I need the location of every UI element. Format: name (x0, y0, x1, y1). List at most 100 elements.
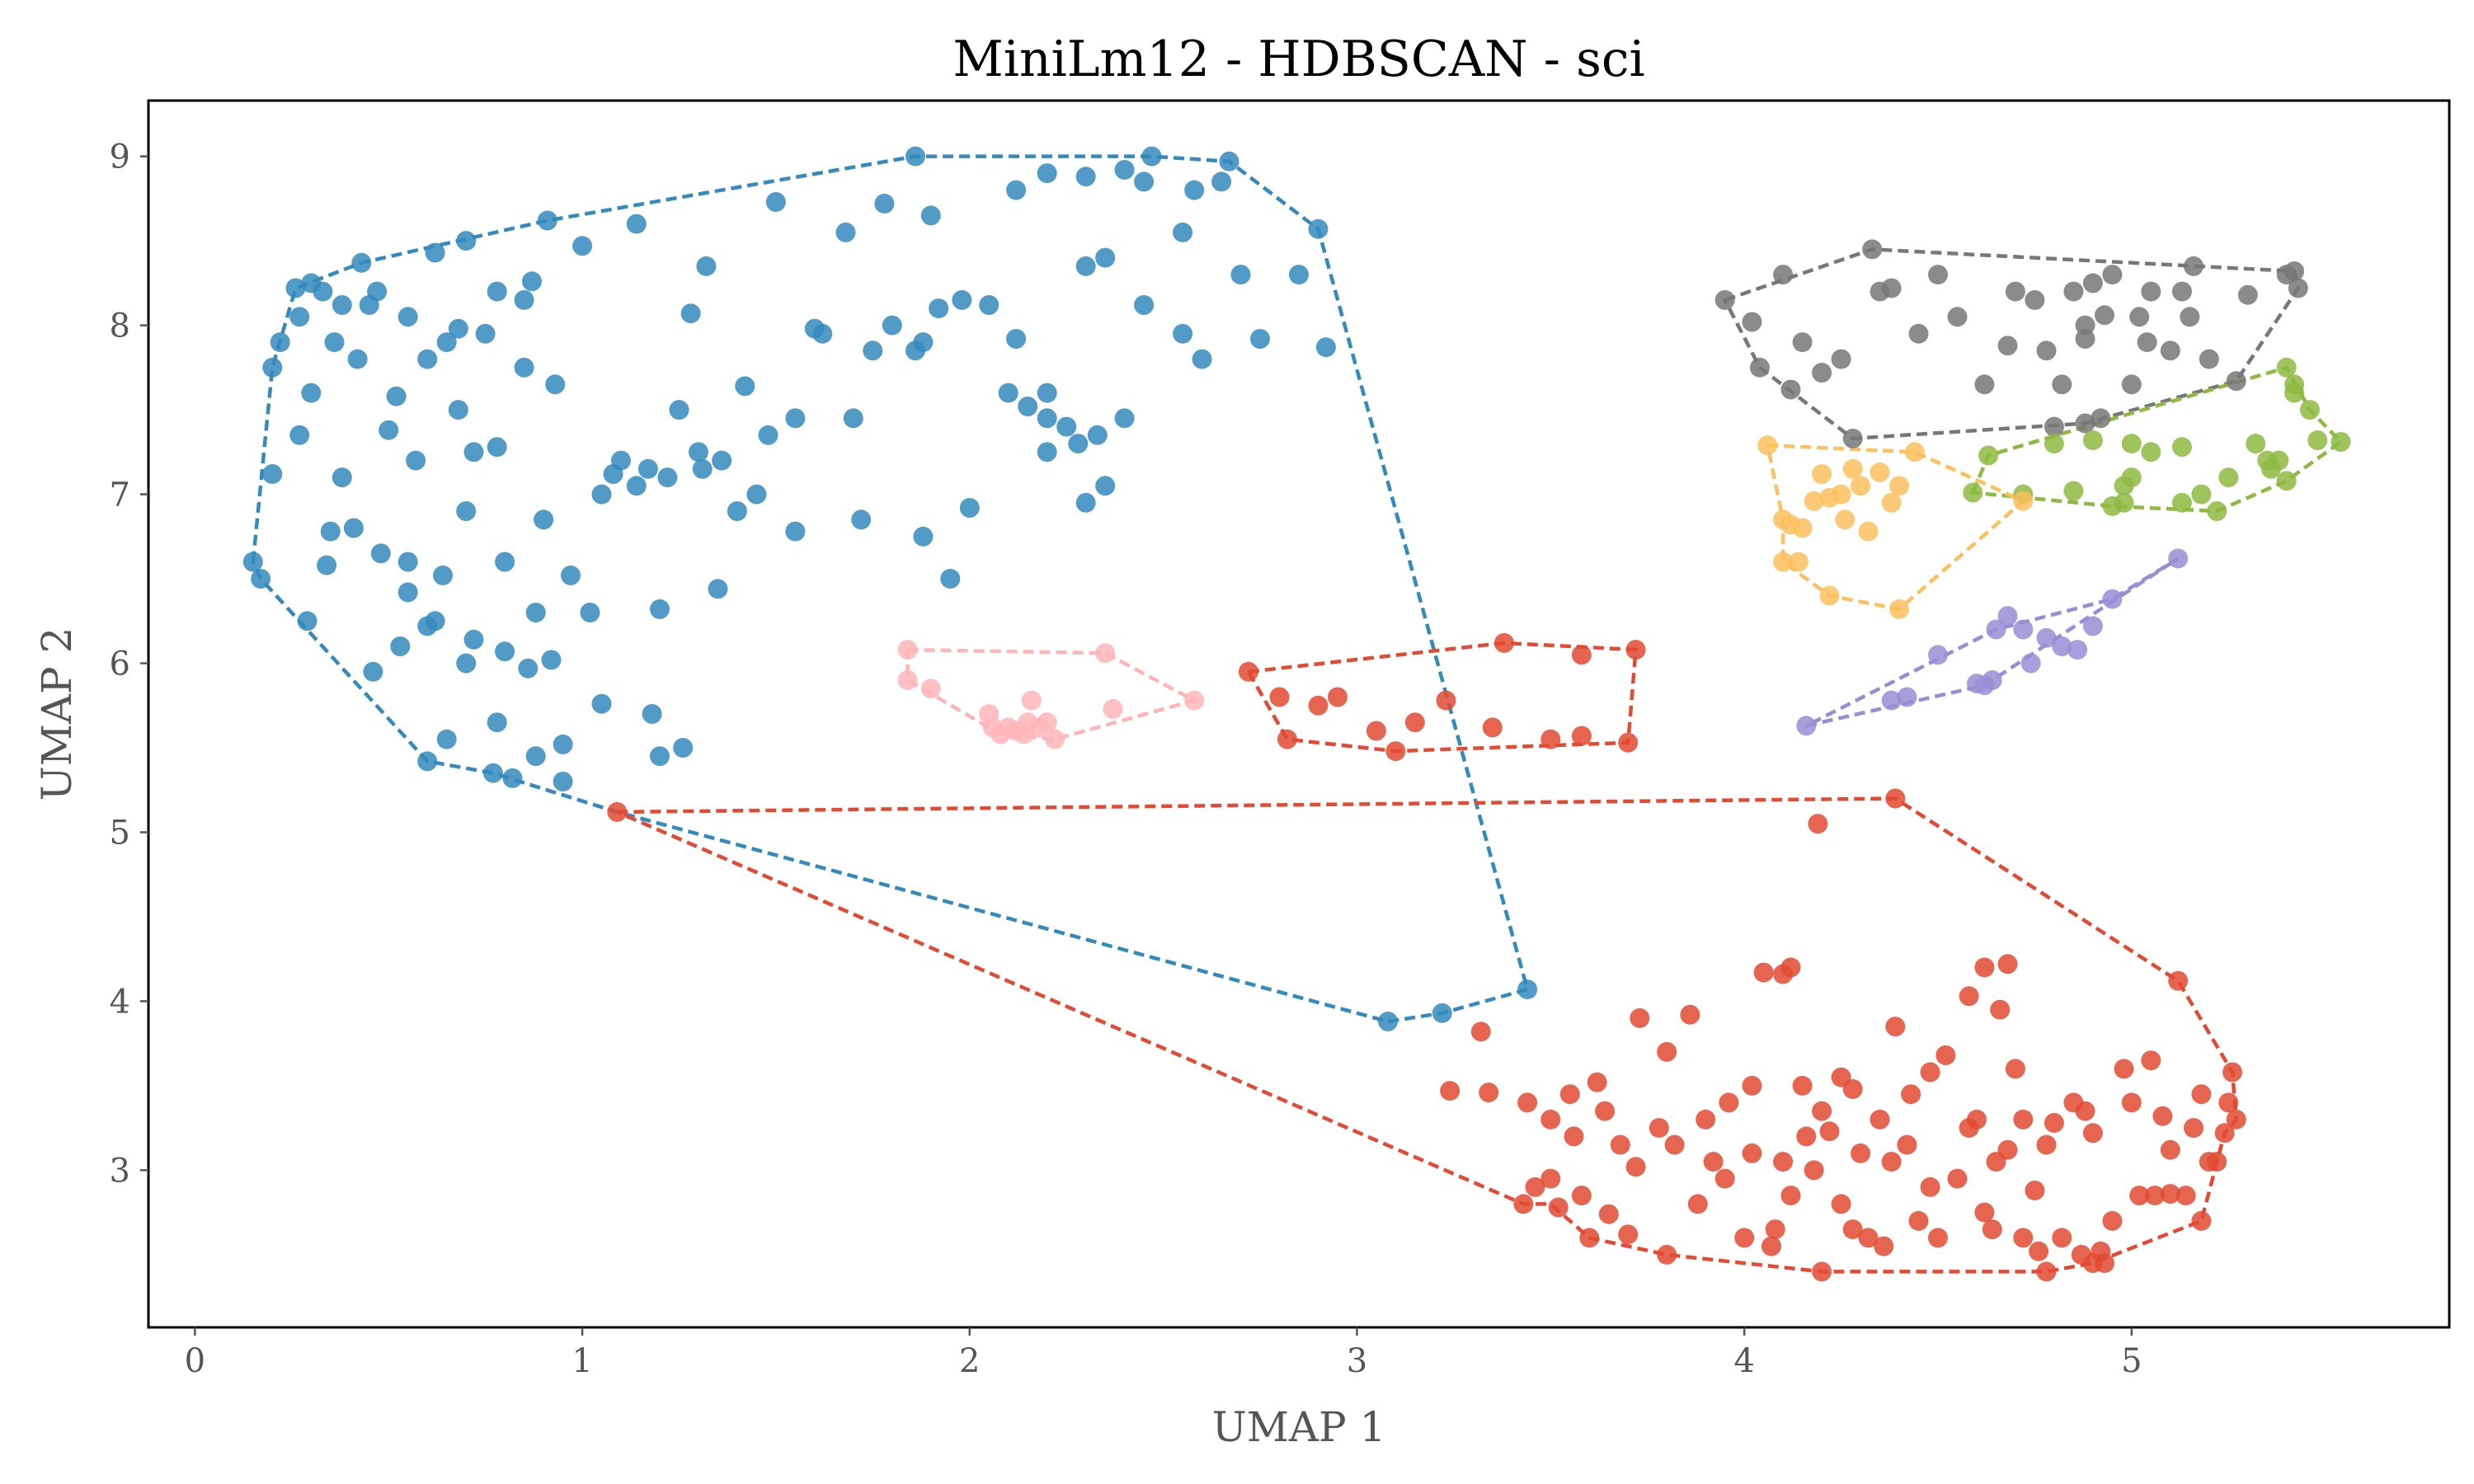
data-point (1773, 1152, 1794, 1172)
data-point (1982, 670, 2002, 690)
data-point (1021, 690, 1042, 711)
data-point (2141, 442, 2161, 463)
data-point (2237, 284, 2258, 305)
data-point (1277, 729, 1297, 749)
data-point (2152, 1106, 2173, 1126)
data-point (2129, 307, 2150, 327)
data-point (1928, 265, 1948, 285)
data-point (2299, 400, 2320, 420)
data-point (1006, 329, 1027, 349)
data-point (2052, 636, 2072, 656)
data-point (673, 738, 694, 758)
data-point (843, 408, 863, 429)
data-point (1974, 1202, 1995, 1223)
data-point (712, 450, 732, 471)
data-point (1812, 1101, 1832, 1121)
data-point (514, 357, 534, 378)
data-point (580, 603, 600, 622)
data-point (1780, 1186, 1801, 1206)
data-point (1564, 1126, 1584, 1147)
data-point (1753, 962, 1774, 983)
data-point (1920, 1176, 1940, 1197)
data-point (735, 376, 755, 397)
data-point (1657, 1244, 1677, 1265)
data-point (1571, 1186, 1592, 1206)
data-point (1935, 1045, 1956, 1065)
y-axis-label: UMAP 2 (33, 627, 81, 801)
data-point (1687, 1194, 1708, 1214)
data-point (1618, 1224, 1639, 1245)
data-point (572, 236, 593, 256)
y-tick-label: 8 (110, 308, 130, 345)
data-point (1571, 726, 1592, 746)
data-point (1928, 1228, 1948, 1248)
data-point (1037, 442, 1057, 463)
data-point (1366, 721, 1386, 741)
data-point (1006, 180, 1027, 200)
data-point (448, 400, 468, 420)
data-point (1742, 1143, 1762, 1163)
data-point (2226, 371, 2246, 392)
data-point (1997, 606, 2018, 627)
data-point (1134, 171, 1155, 192)
data-point (332, 467, 352, 488)
data-point (913, 332, 934, 353)
data-point (1796, 1126, 1817, 1147)
data-point (2145, 1186, 2165, 1206)
data-point (2036, 1134, 2057, 1155)
y-tick-label: 3 (110, 1152, 130, 1190)
data-point (1095, 476, 1116, 496)
data-point (1404, 712, 1425, 733)
data-point (483, 763, 503, 783)
data-point (297, 611, 317, 632)
data-point (2141, 1050, 2161, 1071)
data-point (324, 332, 345, 353)
data-point (351, 252, 372, 273)
data-point (397, 552, 418, 572)
y-tick-label: 7 (110, 477, 130, 514)
data-point (804, 318, 825, 339)
data-point (785, 408, 806, 429)
chart-title: MiniLm12 - HDBSCAN - sci (952, 31, 1644, 88)
data-point (2013, 619, 2034, 640)
data-point (2036, 627, 2057, 648)
data-point (1141, 146, 1162, 167)
data-point (1308, 218, 1329, 239)
data-point (897, 670, 918, 690)
data-point (1525, 1176, 1545, 1197)
data-point (746, 484, 767, 505)
data-point (1947, 307, 1968, 327)
data-point (436, 332, 457, 353)
data-point (1986, 619, 2006, 640)
data-point (607, 801, 628, 822)
data-point (448, 318, 468, 339)
data-point (998, 383, 1018, 403)
data-point (463, 442, 484, 463)
data-point (959, 498, 980, 518)
data-point (2044, 434, 2064, 454)
data-point (251, 569, 271, 589)
data-point (657, 467, 678, 488)
data-point (1858, 1228, 1879, 1248)
data-point (1517, 979, 1538, 1000)
data-point (1595, 1101, 1616, 1121)
data-point (1819, 1121, 1840, 1142)
data-point (1095, 643, 1116, 664)
data-point (1788, 552, 1808, 572)
data-point (2141, 281, 2161, 302)
data-point (2307, 430, 2328, 450)
data-point (456, 231, 477, 251)
data-point (1250, 329, 1270, 349)
data-point (2044, 1113, 2064, 1133)
data-point (1087, 425, 1108, 445)
data-point (1749, 357, 1770, 378)
data-point (525, 603, 546, 622)
data-point (301, 383, 322, 403)
data-point (1018, 397, 1038, 416)
data-point (2020, 653, 2041, 674)
data-point (495, 641, 515, 662)
data-point (1045, 729, 1065, 749)
data-point (1862, 239, 1883, 260)
data-point (2063, 481, 2084, 501)
data-point (1548, 1197, 1569, 1218)
